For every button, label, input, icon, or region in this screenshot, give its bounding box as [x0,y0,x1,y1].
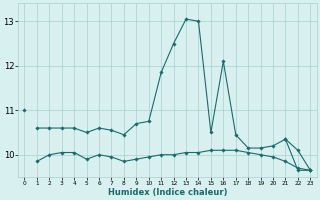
X-axis label: Humidex (Indice chaleur): Humidex (Indice chaleur) [108,188,227,197]
